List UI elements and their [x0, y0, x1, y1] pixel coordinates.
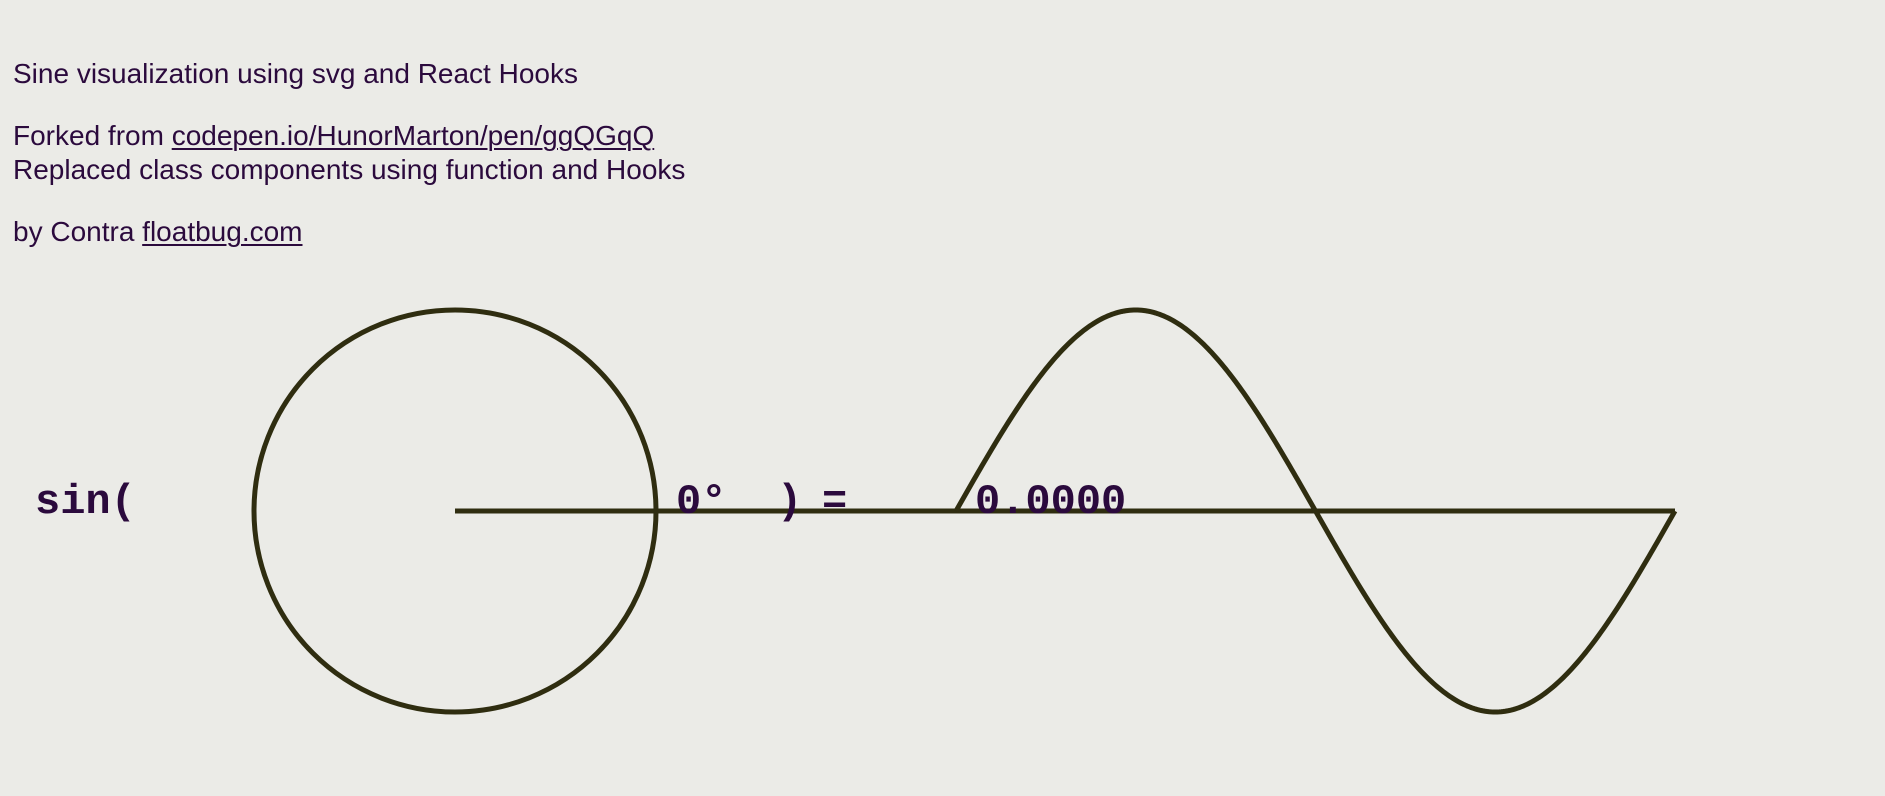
sine-result: 0.0000 [975, 478, 1126, 526]
floatbug-link[interactable]: floatbug.com [142, 216, 303, 247]
replaced-line: Replaced class components using function… [13, 154, 686, 185]
forked-prefix: Forked from [13, 120, 172, 151]
author-line: by Contra floatbug.com [13, 215, 303, 249]
sine-curve [953, 307, 1678, 715]
angle-value: 0° [676, 478, 726, 526]
author-prefix: by Contra [13, 216, 143, 247]
equals-sign: = [822, 478, 847, 526]
page-title: Sine visualization using svg and React H… [13, 58, 578, 89]
close-paren: ) [777, 478, 802, 526]
sin-function-label: sin( [35, 478, 136, 526]
forked-line: Forked from codepen.io/HunorMarton/pen/g… [13, 119, 654, 153]
codepen-link[interactable]: codepen.io/HunorMarton/pen/ggQGqQ [171, 120, 655, 151]
